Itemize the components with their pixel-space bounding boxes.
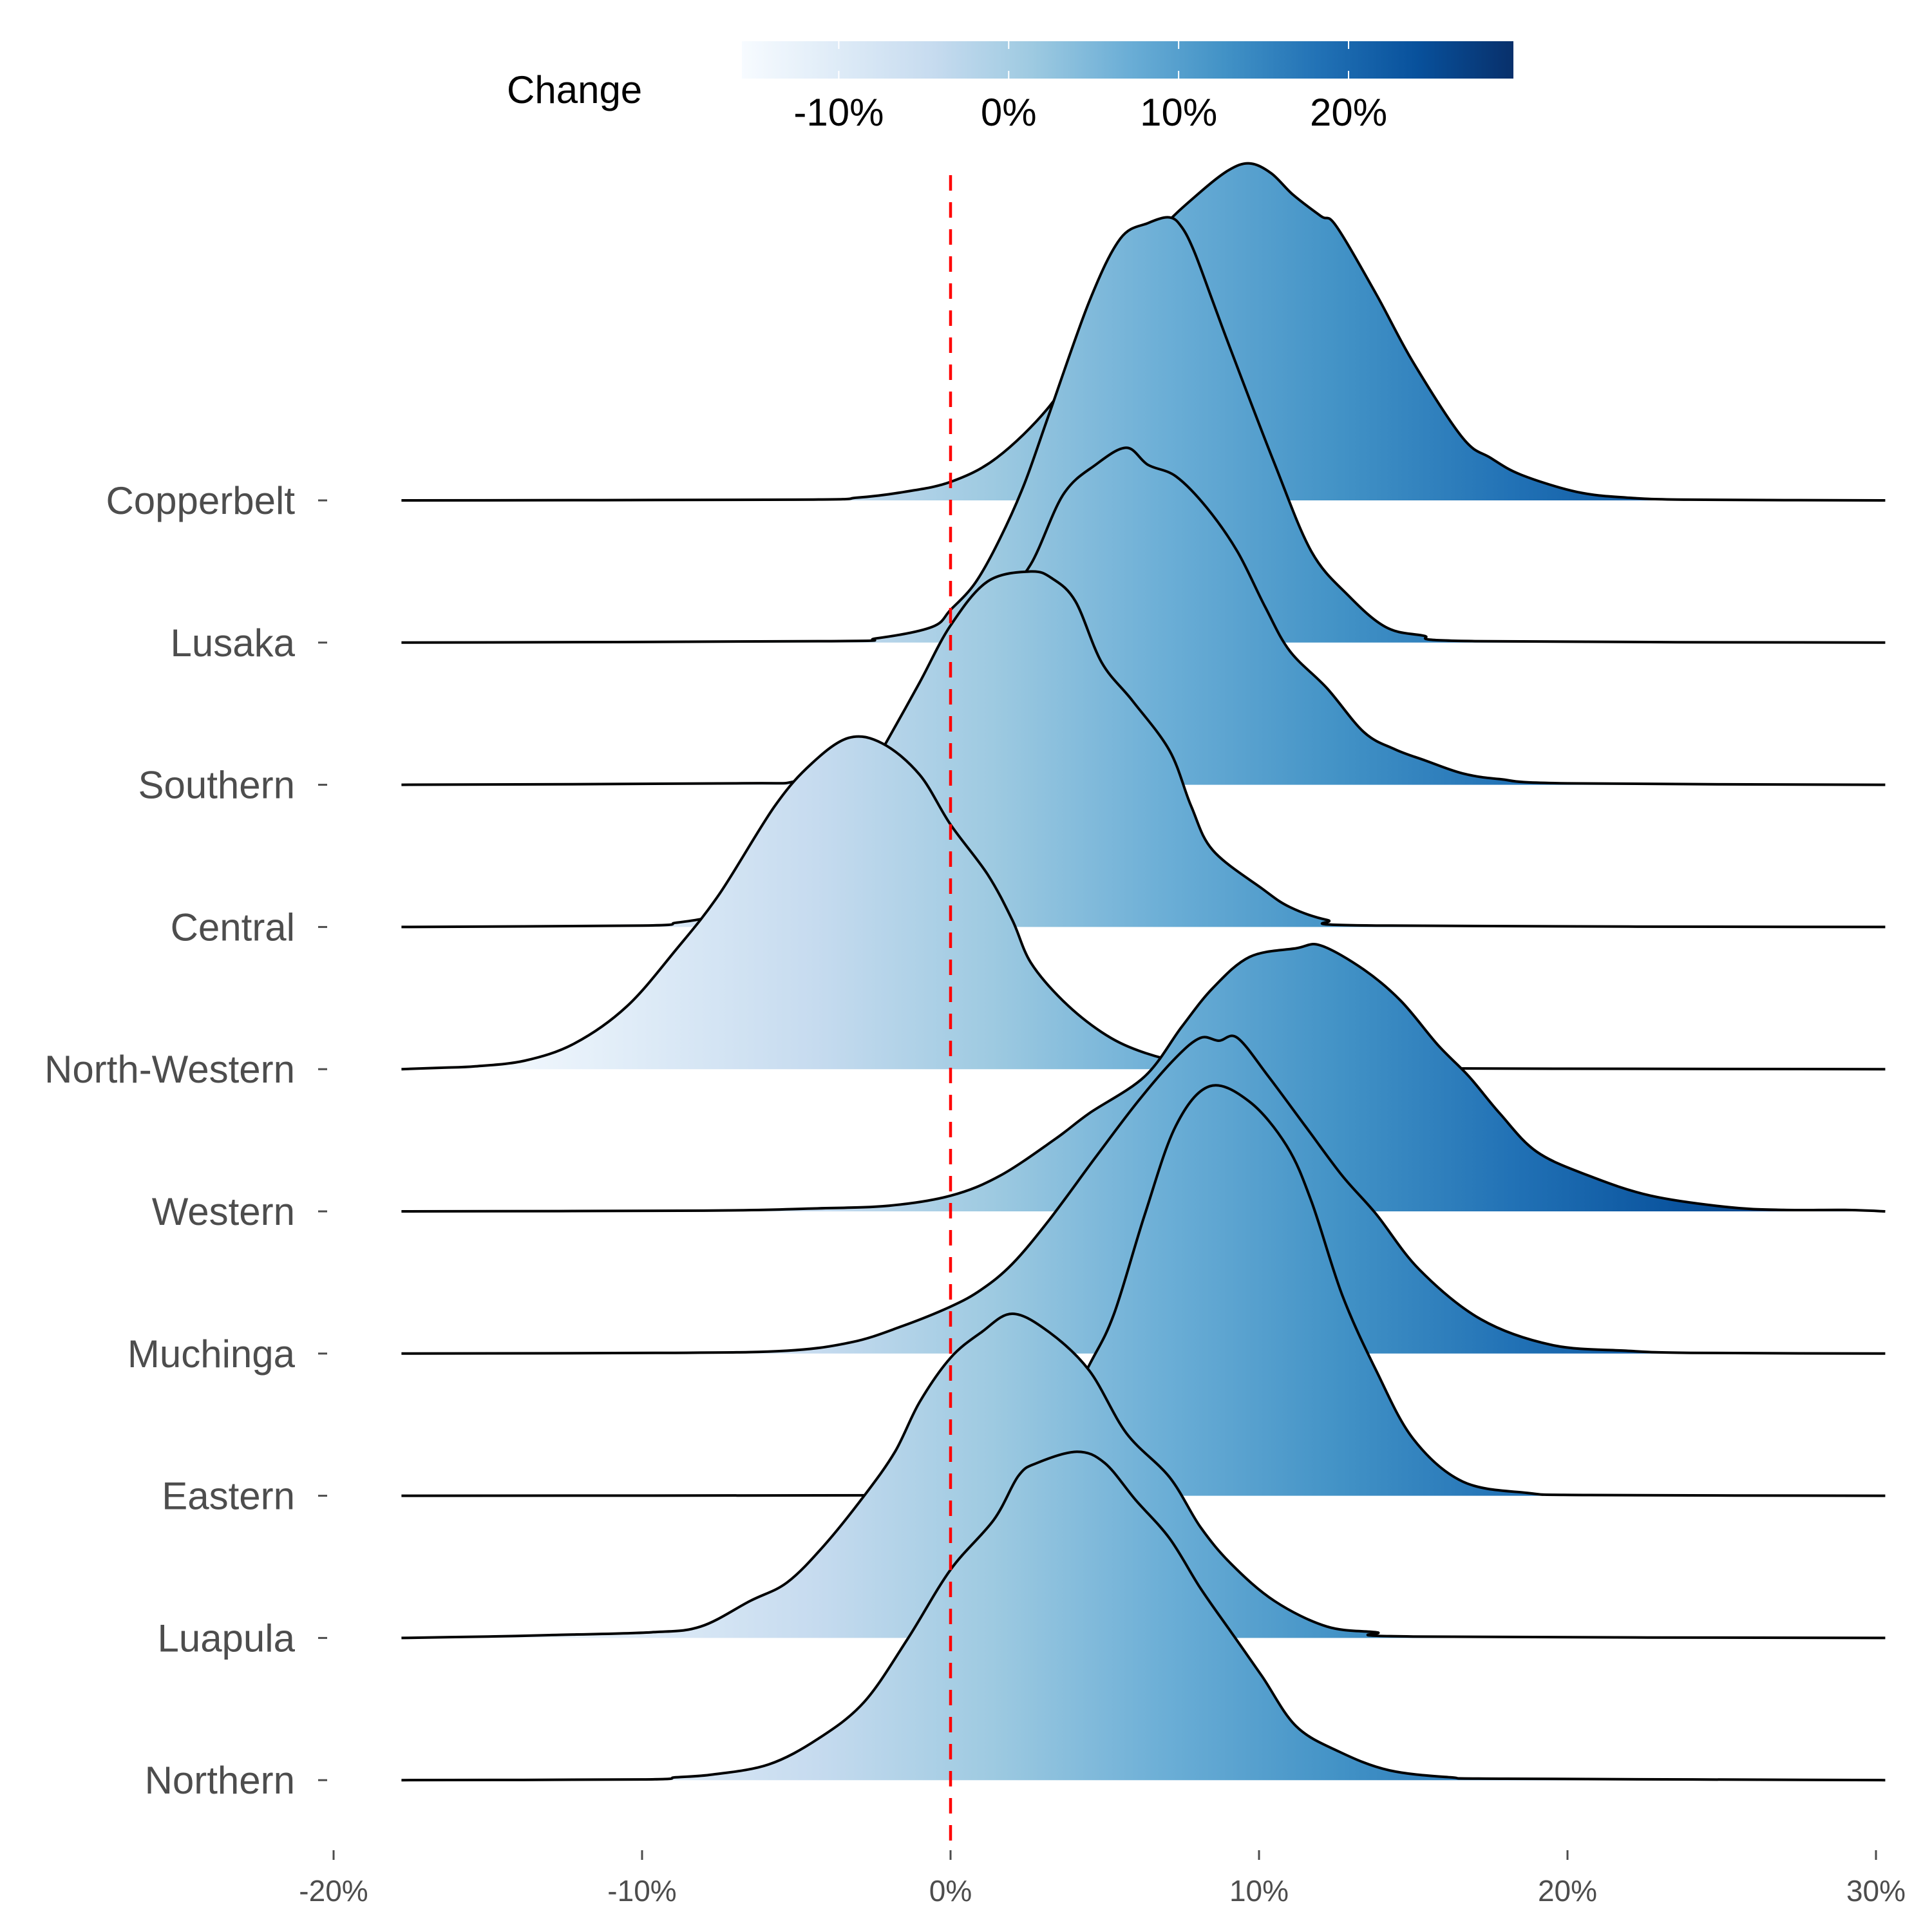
x-tick-label: 0% xyxy=(929,1874,972,1908)
y-tick-label: North-Western xyxy=(44,1048,295,1091)
legend-colorbar xyxy=(742,41,1513,79)
y-tick-label: Muchinga xyxy=(128,1332,296,1376)
y-tick-label: Luapula xyxy=(157,1616,295,1660)
ridge-outline xyxy=(401,1450,1886,1782)
legend-title: Change xyxy=(507,68,642,111)
ridge-luapula xyxy=(401,1312,1886,1640)
ridge-fill xyxy=(401,448,1886,785)
legend-labels: -10% 0% 10% 20% xyxy=(793,91,1387,134)
ridge-outline xyxy=(401,216,1886,644)
ridge-outline xyxy=(401,1312,1886,1640)
ridge-outline xyxy=(401,943,1886,1213)
y-tick-label: Lusaka xyxy=(171,621,296,665)
y-tick-label: Eastern xyxy=(162,1475,295,1518)
x-axis: -20% -10% 0% 10% 20% 30% xyxy=(299,1850,1906,1908)
x-tick-label: -20% xyxy=(299,1874,368,1908)
legend: Change -10% 0% 10% 20% xyxy=(507,41,1513,134)
ridge-fill xyxy=(401,1452,1886,1781)
ridge-outline xyxy=(401,1034,1886,1355)
legend-ticks xyxy=(838,41,1350,79)
x-tick-label: 10% xyxy=(1229,1874,1289,1908)
ridge-western xyxy=(401,943,1886,1213)
legend-tick-label: -10% xyxy=(793,91,884,134)
y-tick-label: Copperbelt xyxy=(106,479,295,522)
y-axis: Copperbelt Lusaka Southern Central North-Wes… xyxy=(44,479,327,1802)
y-tick-label: Western xyxy=(152,1190,295,1233)
ridge-muchinga xyxy=(401,1034,1886,1355)
ridge-fill xyxy=(401,736,1886,1070)
x-tick-label: 20% xyxy=(1538,1874,1597,1908)
ridge-northern xyxy=(401,1450,1886,1782)
ridge-fill xyxy=(401,217,1886,643)
x-tick-label: 30% xyxy=(1846,1874,1906,1908)
y-tick-label: Southern xyxy=(138,764,295,807)
x-tick-label: -10% xyxy=(607,1874,676,1908)
y-tick-label: Northern xyxy=(145,1759,295,1802)
ridge-outline xyxy=(401,162,1886,502)
y-tick-label: Central xyxy=(171,905,295,949)
ridges xyxy=(401,162,1886,1782)
legend-tick-label: 10% xyxy=(1140,91,1217,134)
legend-tick-label: 20% xyxy=(1310,91,1387,134)
ridge-fill xyxy=(401,1314,1886,1638)
legend-tick-label: 0% xyxy=(981,91,1037,134)
ridge-lusaka xyxy=(401,216,1886,644)
ridge-fill xyxy=(401,1036,1886,1354)
ridge-fill xyxy=(401,1085,1886,1496)
ridge-fill xyxy=(401,571,1886,927)
